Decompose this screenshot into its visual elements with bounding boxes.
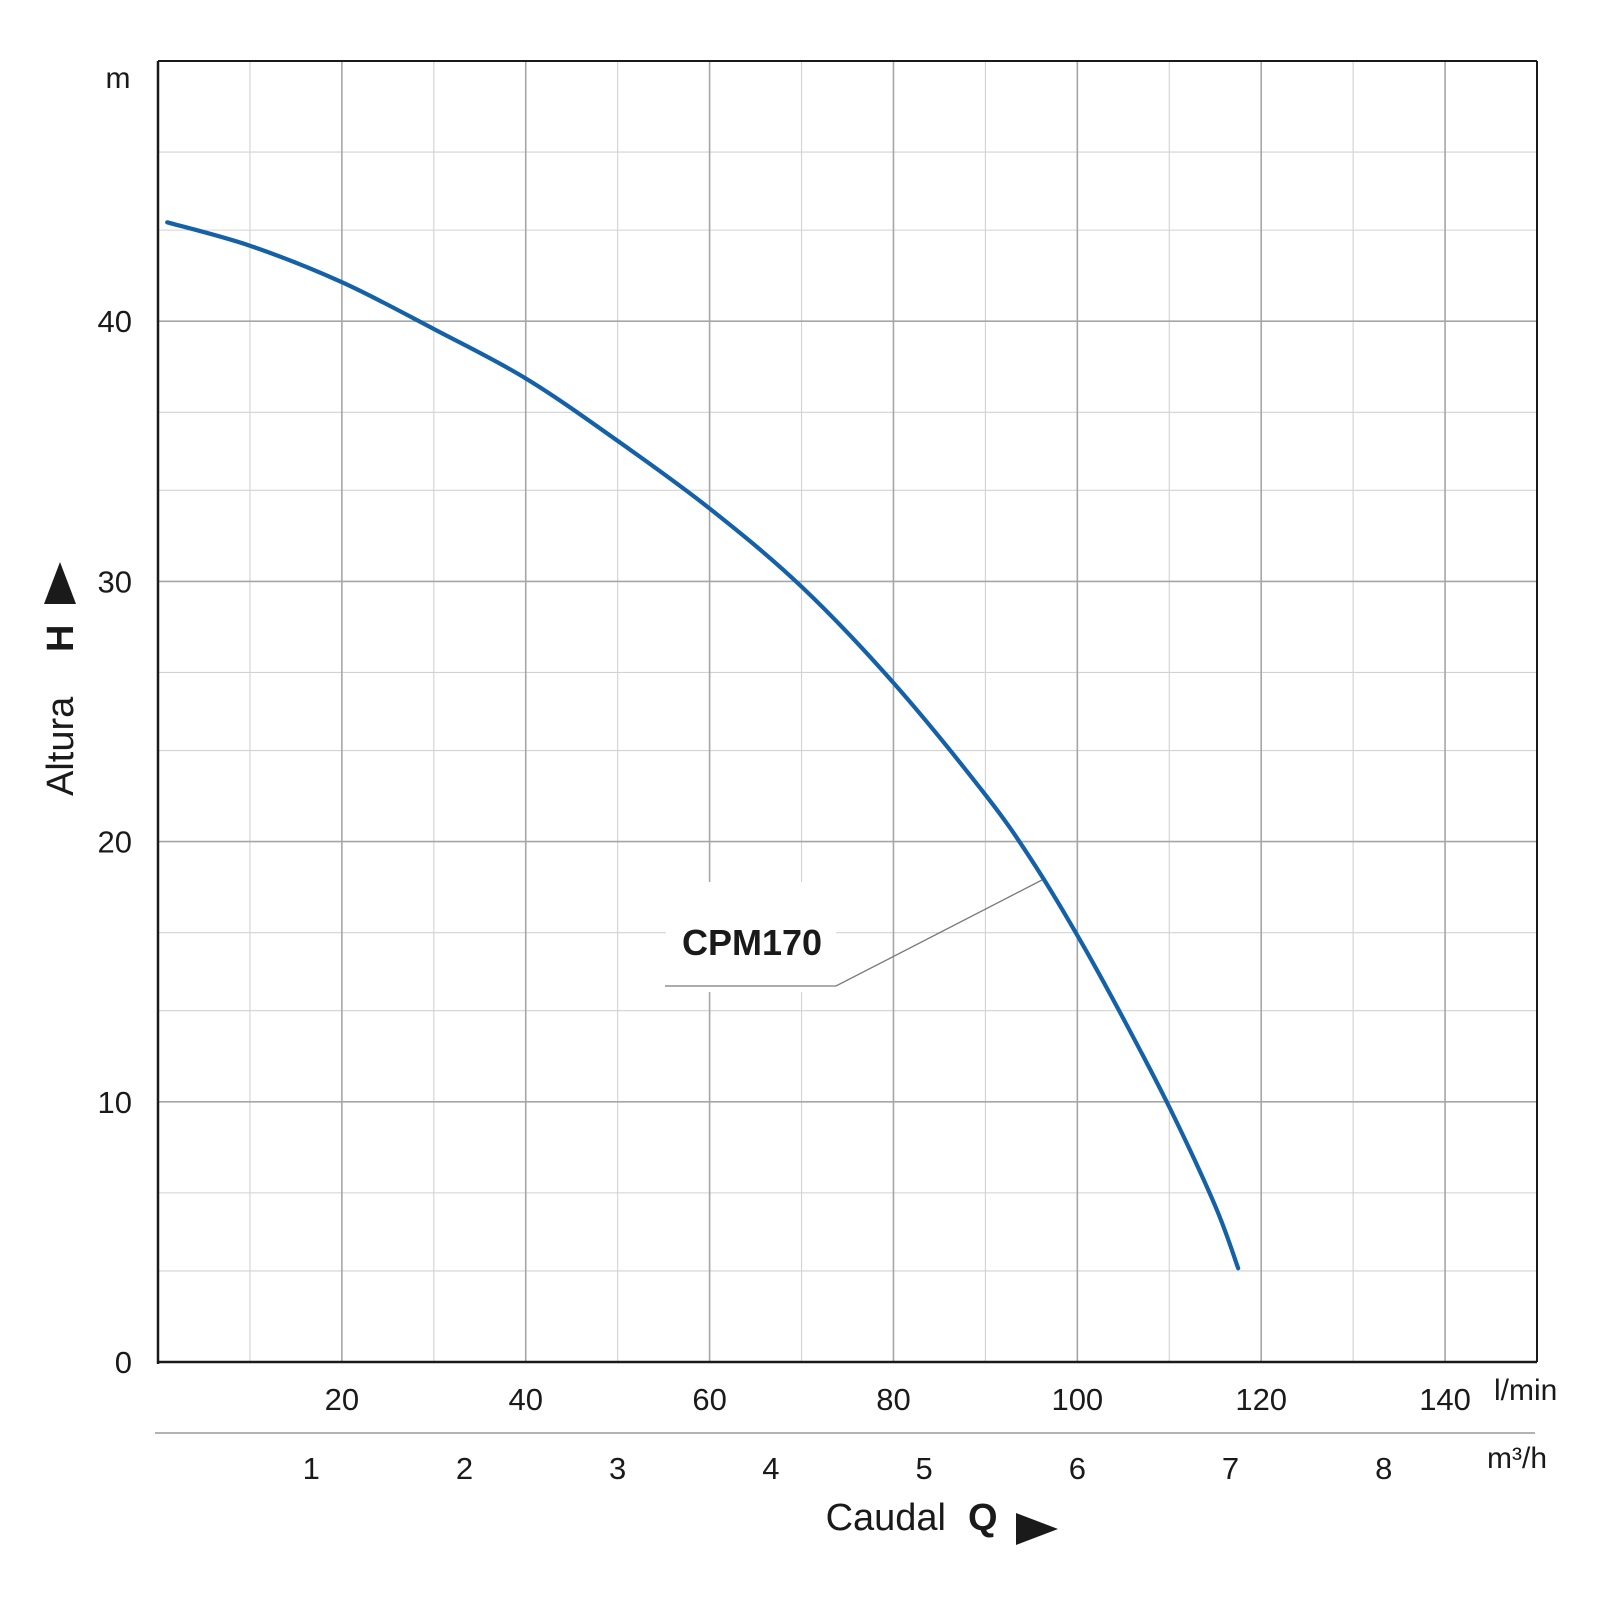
plot-frame [156, 60, 1538, 1364]
x-secondary-tick-label: 3 [609, 1451, 626, 1486]
y-axis-symbol: H [40, 625, 82, 652]
y-axis-title: Altura H [40, 562, 82, 796]
series-callout: CPM170 [665, 879, 1043, 992]
series-label: CPM170 [682, 922, 822, 963]
x-axis-word: Caudal [826, 1497, 946, 1539]
y-axis-arrow-icon [44, 562, 76, 604]
series-curves [165, 220, 1241, 1271]
x-secondary-tick-label: 2 [456, 1451, 473, 1486]
x-tick-label: 60 [692, 1382, 726, 1417]
x-secondary-tick-label: 1 [303, 1451, 320, 1486]
x-unit-label: l/min [1494, 1374, 1557, 1407]
y-tick-label: 40 [98, 304, 132, 339]
x-axis-arrow-icon [1016, 1513, 1058, 1545]
y-tick-label: 30 [98, 564, 132, 599]
x-tick-label: 100 [1051, 1382, 1103, 1417]
major-grid [158, 61, 1537, 1362]
x-secondary-tick-label: 5 [915, 1451, 932, 1486]
x-tick-label: 140 [1419, 1382, 1471, 1417]
x-secondary-unit-label: m³/h [1487, 1442, 1547, 1475]
y-tick-label: 20 [98, 825, 132, 860]
x-tick-label: 80 [876, 1382, 910, 1417]
y-axis-word: Altura [40, 696, 82, 796]
x-tick-label: 20 [325, 1382, 359, 1417]
x-secondary-tick-label: 4 [762, 1451, 779, 1486]
x-secondary-tick-labels: 1 2 3 4 5 6 7 8 [303, 1451, 1393, 1486]
y-tick-labels: 0 10 20 30 40 [98, 304, 132, 1380]
minor-grid [158, 61, 1537, 1362]
x-tick-label: 40 [508, 1382, 542, 1417]
x-axis-title: Caudal Q [826, 1497, 1058, 1545]
x-tick-labels: 20 40 60 80 100 120 140 [325, 1382, 1471, 1417]
series-label-backdrop [666, 882, 836, 992]
x-secondary-tick-label: 7 [1222, 1451, 1239, 1486]
x-axis-symbol: Q [968, 1497, 998, 1539]
series-line-CPM170 [165, 220, 1241, 1271]
y-unit-label: m [106, 62, 131, 95]
y-tick-label: 10 [98, 1085, 132, 1120]
x-tick-label: 120 [1235, 1382, 1287, 1417]
x-secondary-tick-label: 6 [1069, 1451, 1086, 1486]
x-secondary-tick-label: 8 [1375, 1451, 1392, 1486]
series-leader-line [665, 879, 1043, 987]
y-tick-label: 0 [115, 1345, 132, 1380]
